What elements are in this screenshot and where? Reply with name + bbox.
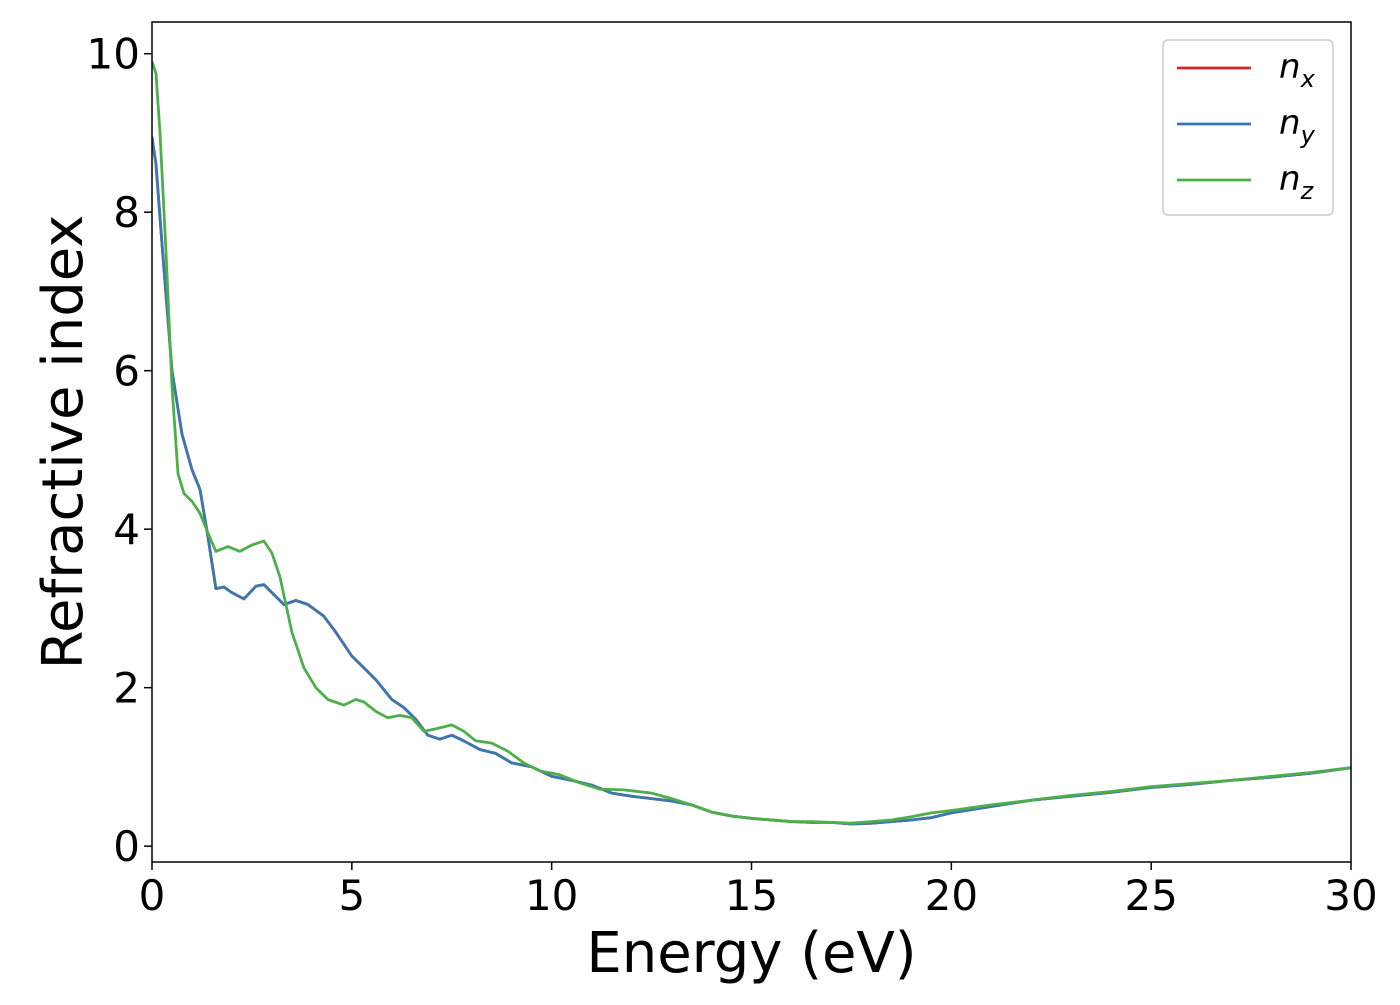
y-tick-label: 6 (113, 347, 140, 396)
x-tick-label: 20 (925, 871, 978, 920)
y-tick-label: 2 (113, 664, 140, 713)
legend-entry-z: nz (1279, 159, 1315, 205)
y-tick-label: 0 (113, 822, 140, 871)
x-tick-label: 0 (139, 871, 166, 920)
series-line-z (152, 61, 1351, 825)
series-line-x (152, 136, 1351, 826)
series-layer (152, 61, 1351, 826)
x-tick-label: 30 (1324, 871, 1377, 920)
legend: nx ny nz (1162, 39, 1334, 216)
legend-entry-x: nx (1279, 47, 1316, 93)
axes-layer: 0 5 10 15 20 25 30 0 2 4 6 8 10 (87, 21, 1378, 920)
y-tick-label: 10 (87, 30, 140, 79)
y-axis-label: Refractive index (31, 215, 96, 670)
x-tick-label: 5 (338, 871, 365, 920)
x-tick-label: 10 (525, 871, 578, 920)
legend-entry-y: ny (1279, 103, 1316, 149)
x-tick-label: 15 (725, 871, 778, 920)
legend-box (1162, 39, 1334, 216)
series-line-y (152, 136, 1351, 826)
x-axis-label: Energy (eV) (586, 921, 916, 986)
y-tick-label: 8 (113, 188, 140, 237)
y-tick-label: 4 (113, 505, 140, 554)
x-tick-label: 25 (1124, 871, 1177, 920)
